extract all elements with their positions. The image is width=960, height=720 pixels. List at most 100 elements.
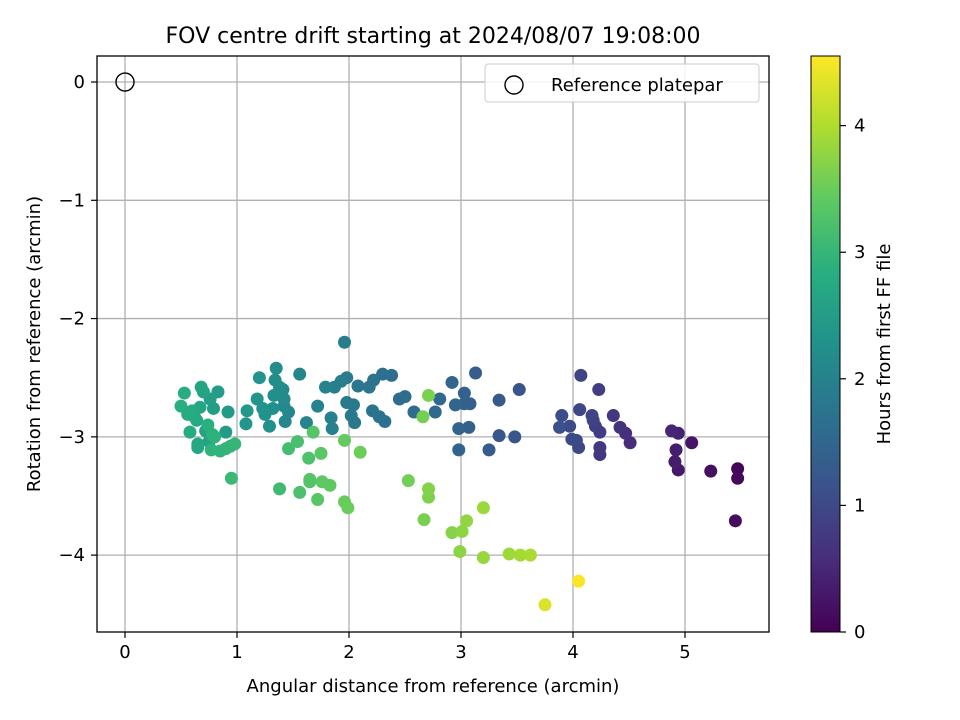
data-point (303, 472, 317, 486)
data-point (606, 409, 620, 423)
data-point (341, 501, 355, 515)
y-tick-label: −1 (58, 190, 85, 211)
data-point (183, 425, 197, 439)
data-point (462, 420, 476, 434)
data-point (416, 410, 430, 424)
data-point (267, 388, 281, 402)
data-point (482, 443, 496, 457)
data-point (428, 405, 442, 419)
data-point (324, 411, 338, 425)
data-point (433, 392, 447, 406)
data-point (593, 440, 607, 454)
data-point (277, 392, 291, 406)
data-point (366, 404, 380, 418)
data-point (293, 485, 307, 499)
data-point (340, 396, 354, 410)
data-point (469, 366, 483, 380)
data-point (323, 478, 337, 492)
data-point (344, 409, 358, 423)
data-point (704, 464, 718, 478)
data-point (422, 388, 436, 402)
data-point (445, 375, 459, 389)
data-point (208, 430, 222, 444)
data-point (293, 367, 307, 381)
data-point (731, 462, 745, 476)
data-point (422, 482, 436, 496)
data-point (338, 335, 352, 349)
data-point (574, 368, 588, 382)
data-point (731, 471, 745, 485)
data-point (228, 437, 242, 451)
data-point (476, 501, 490, 515)
legend-reference-marker (504, 75, 524, 95)
x-tick-label: 5 (679, 642, 690, 663)
colorbar-tick-label: 0 (854, 622, 865, 643)
data-point (401, 474, 415, 488)
data-point (417, 513, 431, 527)
data-point (445, 526, 459, 540)
data-point (256, 401, 270, 415)
data-point (555, 409, 569, 423)
data-point (448, 398, 462, 412)
data-point (476, 550, 490, 564)
data-point (685, 436, 699, 450)
data-point (728, 514, 742, 528)
data-point (306, 425, 320, 439)
data-point (311, 399, 325, 413)
colorbar-label: Hours from first FF file (874, 244, 895, 445)
y-tick-label: 0 (74, 72, 85, 93)
data-point (262, 419, 276, 433)
data-point (239, 417, 253, 431)
reference-marker-group (115, 72, 135, 92)
data-point (538, 598, 552, 612)
data-point (290, 435, 304, 449)
x-axis-label: Angular distance from reference (arcmin) (247, 676, 620, 697)
grid (97, 56, 769, 632)
x-tick-label: 0 (119, 642, 130, 663)
data-point (311, 493, 325, 507)
data-point (508, 430, 522, 444)
data-point (318, 380, 332, 394)
data-point (219, 425, 233, 439)
data-point (572, 574, 586, 588)
x-tick-label: 4 (567, 642, 578, 663)
data-point (392, 392, 406, 406)
x-tick-label: 3 (455, 642, 466, 663)
data-point (194, 380, 208, 394)
data-point (565, 432, 579, 446)
data-point (553, 420, 567, 434)
data-point (585, 409, 599, 423)
data-point (282, 442, 296, 456)
x-tick-label: 2 (343, 642, 354, 663)
data-point (314, 446, 328, 460)
colorbar-tick-label: 4 (854, 116, 865, 137)
data-point (240, 404, 254, 418)
x-tick-label: 1 (231, 642, 242, 663)
data-point (668, 455, 682, 469)
colorbar-ticks: 0 1 2 3 4 (840, 116, 865, 643)
y-tick-label: −4 (58, 545, 85, 566)
colorbar-gradient (810, 55, 841, 633)
data-point (338, 433, 352, 447)
data-point (455, 524, 469, 538)
data-point (452, 443, 466, 457)
x-axis: 0 1 2 3 4 5 (119, 632, 691, 663)
colorbar-tick-label: 3 (854, 242, 865, 263)
data-point (177, 386, 191, 400)
data-point (523, 548, 537, 562)
data-point (613, 420, 627, 434)
legend-entry-label: Reference platepar (551, 75, 723, 96)
data-point (492, 429, 506, 443)
data-point (252, 371, 266, 385)
legend: Reference platepar (484, 63, 760, 103)
data-point (592, 383, 606, 397)
y-tick-label: −3 (58, 427, 85, 448)
y-axis: 0 −1 −2 −3 −4 (58, 72, 97, 566)
data-point (351, 379, 365, 393)
data-point (513, 548, 527, 562)
data-point (452, 422, 466, 436)
colorbar-tick-label: 1 (854, 495, 865, 516)
data-point (502, 547, 516, 561)
data-point (457, 386, 471, 400)
